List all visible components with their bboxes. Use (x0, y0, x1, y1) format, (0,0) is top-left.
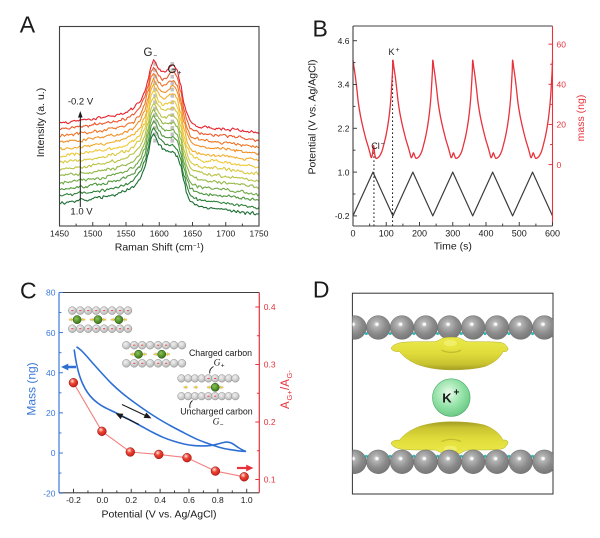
svg-text:300: 300 (445, 229, 460, 239)
svg-text:0: 0 (350, 229, 355, 239)
svg-text:+: + (396, 47, 400, 54)
svg-text:mass (ng): mass (ng) (575, 95, 587, 142)
svg-text:-0.2: -0.2 (335, 211, 350, 221)
svg-text:0.3: 0.3 (264, 360, 276, 370)
svg-text:0.2: 0.2 (125, 495, 137, 505)
svg-text:Potential (V vs. Ag/AgCl): Potential (V vs. Ag/AgCl) (102, 509, 217, 521)
svg-text:G: G (213, 418, 220, 428)
svg-text:600: 600 (545, 229, 560, 239)
svg-text:G: G (168, 64, 177, 76)
svg-text:1450: 1450 (50, 229, 69, 239)
svg-text:1750: 1750 (250, 229, 269, 239)
svg-text:0.2: 0.2 (264, 417, 276, 427)
svg-text:Cl: Cl (371, 141, 380, 151)
svg-text:0.0: 0.0 (96, 495, 108, 505)
svg-text:-0.2: -0.2 (66, 495, 81, 505)
svg-text:1600: 1600 (150, 229, 169, 239)
svg-text:60: 60 (46, 328, 56, 338)
svg-text:0.8: 0.8 (212, 495, 224, 505)
svg-text:Mass (ng): Mass (ng) (25, 362, 39, 415)
svg-text:1650: 1650 (183, 229, 202, 239)
svg-text:D: D (313, 277, 330, 303)
svg-text:B: B (313, 16, 328, 42)
svg-text:A: A (20, 12, 36, 38)
svg-text:-0.2 V: -0.2 V (68, 97, 94, 108)
svg-text:Uncharged carbon: Uncharged carbon (180, 407, 252, 417)
svg-text:A: A (280, 401, 292, 409)
svg-text:Time (s): Time (s) (434, 241, 472, 253)
svg-text:+: + (177, 70, 181, 77)
svg-text:1550: 1550 (117, 229, 136, 239)
svg-text:4.6: 4.6 (338, 36, 350, 46)
svg-text:0: 0 (557, 160, 562, 170)
svg-text:Charged carbon: Charged carbon (189, 348, 252, 358)
svg-text:200: 200 (412, 229, 427, 239)
svg-text:G: G (144, 47, 153, 59)
svg-text:500: 500 (512, 229, 527, 239)
svg-text:1500: 1500 (83, 229, 102, 239)
svg-text:80: 80 (46, 288, 56, 298)
svg-text:C: C (20, 278, 37, 304)
svg-text:1.0: 1.0 (338, 167, 350, 177)
svg-text:Intensity (a. u.): Intensity (a. u.) (35, 88, 47, 157)
svg-text:-20: -20 (43, 488, 56, 498)
svg-text:−: − (381, 141, 385, 148)
svg-text:40: 40 (46, 368, 56, 378)
svg-text:/A: /A (280, 379, 292, 390)
svg-text:1.0 V: 1.0 V (70, 207, 93, 218)
svg-text:20: 20 (557, 120, 567, 130)
svg-text:0.4: 0.4 (264, 302, 276, 312)
svg-text:+: + (221, 363, 225, 370)
svg-text:−: − (153, 53, 157, 60)
svg-text:G-: G- (285, 370, 294, 379)
svg-text:1.0: 1.0 (241, 495, 253, 505)
svg-text:K: K (442, 391, 452, 406)
svg-text:1700: 1700 (216, 229, 235, 239)
svg-text:K: K (388, 47, 394, 57)
svg-text:Raman Shift (cm−1): Raman Shift (cm−1) (115, 242, 204, 254)
svg-text:60: 60 (557, 39, 567, 49)
svg-text:20: 20 (46, 408, 56, 418)
svg-text:100: 100 (379, 229, 394, 239)
svg-text:2.2: 2.2 (338, 124, 350, 134)
svg-text:0.4: 0.4 (154, 495, 166, 505)
svg-text:0.6: 0.6 (183, 495, 195, 505)
svg-text:0.1: 0.1 (264, 475, 276, 485)
svg-text:Potential (V vs. Ag/AgCl): Potential (V vs. Ag/AgCl) (307, 60, 319, 175)
svg-text:3.4: 3.4 (338, 80, 350, 90)
svg-text:G+: G+ (285, 390, 294, 401)
svg-text:40: 40 (557, 80, 567, 90)
svg-text:G: G (214, 359, 221, 369)
svg-text:−: − (220, 422, 224, 429)
svg-text:0: 0 (51, 448, 56, 458)
svg-text:400: 400 (478, 229, 493, 239)
svg-text:+: + (454, 388, 460, 399)
